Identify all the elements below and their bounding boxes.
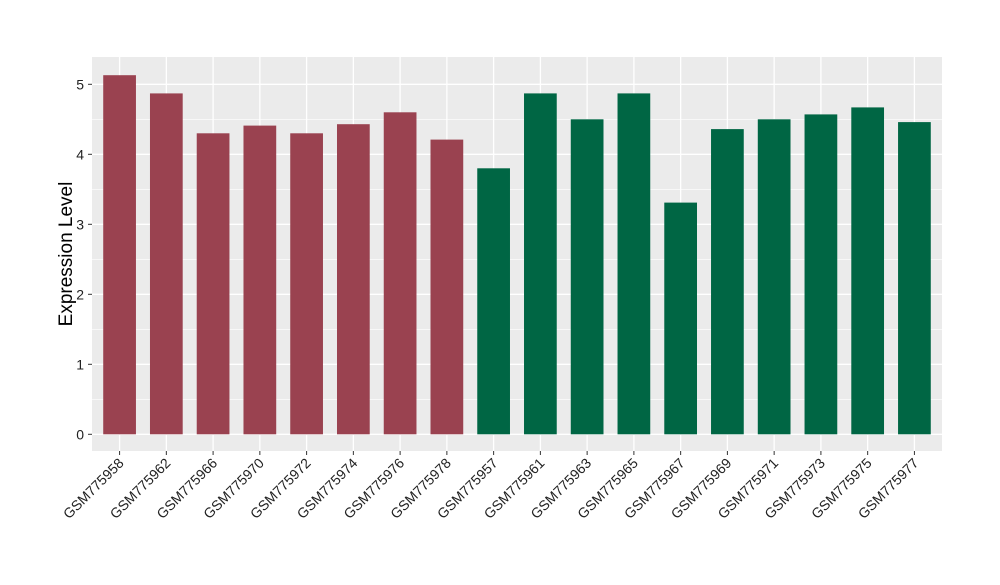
- bar-GSM775965: [617, 93, 651, 435]
- bars: [103, 75, 931, 435]
- bar-GSM775969: [711, 129, 744, 435]
- bar-GSM775957: [477, 168, 510, 435]
- plot-panel: [92, 57, 942, 451]
- bar-GSM775977: [898, 122, 931, 435]
- y-tick-label: 2: [76, 286, 84, 302]
- y-tick-label: 5: [76, 76, 84, 92]
- bar-GSM775973: [804, 114, 838, 435]
- bar-GSM775970: [243, 125, 277, 435]
- bar-GSM775975: [851, 107, 885, 435]
- bar-GSM775962: [149, 93, 183, 435]
- y-axis: 0 1 2 3 4 5: [76, 76, 92, 442]
- y-tick-label: 3: [76, 216, 84, 232]
- bar-GSM775963: [570, 119, 604, 435]
- bar-GSM775974: [336, 124, 370, 435]
- y-tick-label: 4: [76, 146, 84, 162]
- y-tick-label: 1: [76, 356, 84, 372]
- bar-GSM775967: [664, 202, 698, 435]
- bar-GSM775971: [757, 119, 791, 435]
- bar-GSM775958: [103, 75, 136, 435]
- bar-GSM775976: [383, 112, 417, 435]
- bar-GSM775978: [430, 139, 464, 435]
- x-axis: GSM775958GSM775962GSM775966GSM775970GSM7…: [60, 451, 922, 522]
- bar-GSM775966: [196, 133, 230, 435]
- y-tick-label: 0: [76, 426, 84, 442]
- bar-GSM775961: [524, 93, 557, 435]
- y-axis-label: Expression Level: [56, 182, 77, 327]
- bar-GSM775972: [290, 133, 323, 435]
